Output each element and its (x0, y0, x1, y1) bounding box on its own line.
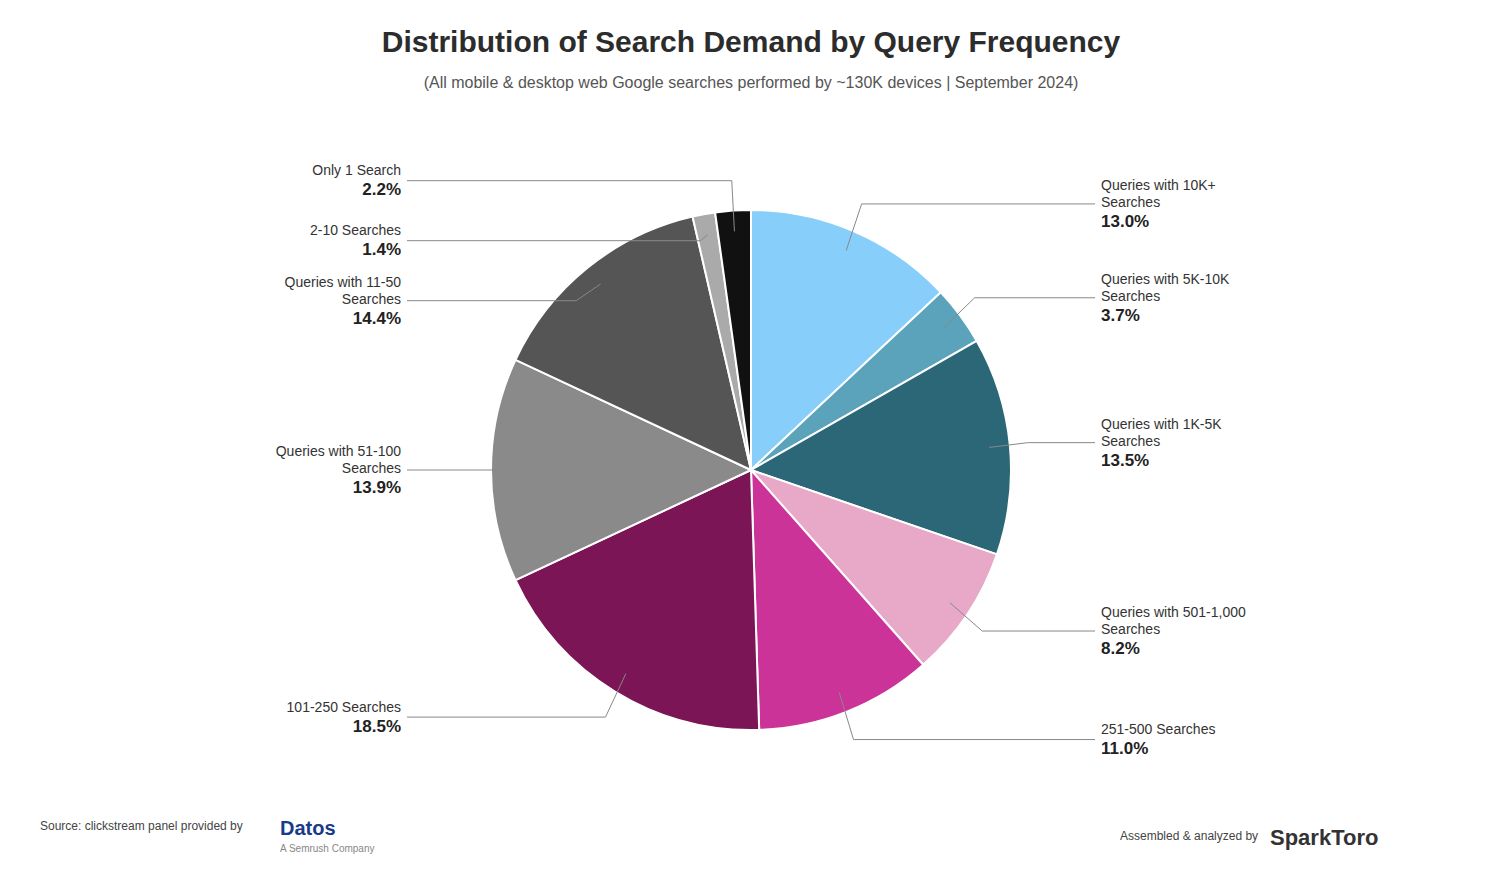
data-label: 14.4% (353, 309, 401, 328)
background (0, 0, 1502, 874)
slice-label-line: Searches (1101, 194, 1160, 210)
slice-label: Queries with 10K+Searches (1101, 177, 1216, 210)
slice-label-line: Searches (342, 460, 401, 476)
pie-slice (751, 470, 923, 730)
leader-line (839, 692, 1095, 739)
annotation: SparkToro (1270, 825, 1378, 850)
annotation: A Semrush Company (280, 843, 375, 854)
data-label: 13.5% (1101, 451, 1149, 470)
leader-line (989, 443, 1095, 448)
annotation: Source: clickstream panel provided by (40, 819, 243, 833)
labels: Queries with 10K+Searches13.0%Queries wi… (276, 162, 1246, 758)
slice-label-line: Searches (1101, 433, 1160, 449)
subtitle: (All mobile & desktop web Google searche… (424, 74, 1079, 91)
slice-label-line: Queries with 10K+ (1101, 177, 1216, 193)
slices (491, 210, 1011, 730)
slice-label-line: Queries with 51-100 (276, 443, 402, 459)
slice-label: 251-500 Searches (1101, 721, 1215, 737)
slice-label: Queries with 11-50Searches (285, 274, 402, 307)
data-label: 13.0% (1101, 212, 1149, 231)
slice-label-line: 2-10 Searches (310, 222, 401, 238)
slice-label: 2-10 Searches (310, 222, 401, 238)
slice-label-line: 251-500 Searches (1101, 721, 1215, 737)
data-label: 3.7% (1101, 306, 1140, 325)
slice-label-line: Queries with 11-50 (285, 274, 402, 290)
slice-label-line: Searches (1101, 288, 1160, 304)
slice-label-line: Queries with 1K-5K (1101, 416, 1222, 432)
slice-label-line: Only 1 Search (312, 162, 401, 178)
data-label: 13.9% (353, 478, 401, 497)
slice-label-line: Searches (342, 291, 401, 307)
leader-line (407, 470, 512, 471)
leader-line (407, 284, 601, 301)
leader-line (407, 181, 734, 232)
slice-label: Only 1 Search (312, 162, 401, 178)
page: {"chart_data": {"type": "pie", "title": … (0, 0, 1502, 874)
slice-label-line: Queries with 5K-10K (1101, 271, 1230, 287)
title: Distribution of Search Demand by Query F… (382, 25, 1121, 58)
leader-line (943, 298, 1095, 328)
data-label: 1.4% (362, 240, 401, 259)
leader-line (950, 603, 1095, 631)
slice-label-line: Searches (1101, 621, 1160, 637)
annotation: Assembled & analyzed by (1120, 829, 1258, 843)
data-label: 18.5% (353, 717, 401, 736)
slice-label: Queries with 5K-10KSearches (1101, 271, 1230, 304)
data-label: 8.2% (1101, 639, 1140, 658)
data-label: 2.2% (362, 180, 401, 199)
chart: Distribution of Search Demand by Query F… (0, 0, 1502, 874)
footer: Source: clickstream panel provided by Dat… (40, 817, 1378, 854)
data-label: 11.0% (1101, 739, 1148, 758)
pie-slice (715, 210, 751, 470)
leader-line (407, 674, 626, 717)
slice-label-line: Queries with 501-1,000 (1101, 604, 1246, 620)
leader-line (846, 204, 1095, 251)
slice-label-line: 101-250 Searches (287, 699, 401, 715)
slice-label: Queries with 51-100Searches (276, 443, 402, 476)
leader-line (407, 235, 708, 241)
slice-label: Queries with 501-1,000Searches (1101, 604, 1246, 637)
annotation: Datos (280, 817, 336, 839)
slice-label: 101-250 Searches (287, 699, 401, 715)
slice-label: Queries with 1K-5KSearches (1101, 416, 1222, 449)
